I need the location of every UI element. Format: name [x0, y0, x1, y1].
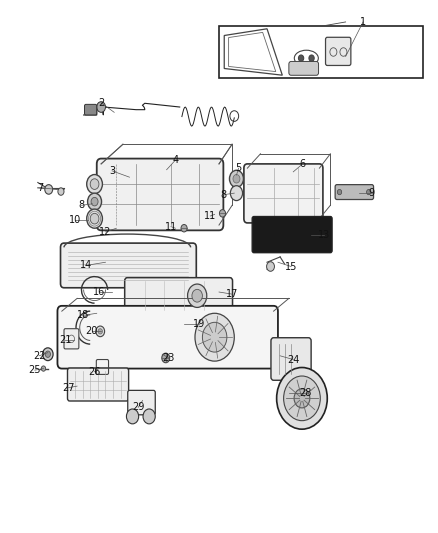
Circle shape	[127, 409, 139, 424]
Circle shape	[230, 185, 243, 200]
Circle shape	[298, 55, 304, 61]
FancyBboxPatch shape	[128, 390, 155, 415]
Text: 29: 29	[132, 402, 145, 413]
Text: 7: 7	[37, 183, 43, 193]
Circle shape	[219, 209, 226, 217]
Circle shape	[143, 409, 155, 424]
Text: 4: 4	[172, 155, 178, 165]
Text: 25: 25	[28, 365, 41, 375]
Text: 19: 19	[193, 319, 205, 329]
Bar	[219, 26, 424, 78]
Text: 8: 8	[78, 200, 85, 211]
Circle shape	[230, 170, 244, 187]
Text: 6: 6	[299, 159, 305, 169]
FancyBboxPatch shape	[252, 216, 332, 253]
FancyBboxPatch shape	[60, 243, 196, 288]
Text: 3: 3	[109, 166, 115, 176]
Circle shape	[367, 189, 371, 195]
FancyBboxPatch shape	[67, 368, 129, 401]
Circle shape	[90, 179, 99, 189]
Text: 2: 2	[98, 98, 104, 108]
FancyBboxPatch shape	[64, 329, 79, 349]
FancyBboxPatch shape	[85, 104, 97, 115]
Circle shape	[87, 209, 102, 228]
Text: 16: 16	[93, 287, 105, 297]
Circle shape	[45, 184, 53, 194]
Text: 11: 11	[165, 222, 177, 232]
Text: 13: 13	[318, 230, 330, 240]
Text: 12: 12	[99, 227, 112, 237]
Circle shape	[88, 193, 102, 210]
Circle shape	[309, 55, 314, 61]
Circle shape	[96, 326, 105, 337]
Text: 28: 28	[299, 388, 311, 398]
FancyBboxPatch shape	[325, 37, 351, 66]
Circle shape	[277, 368, 327, 429]
Text: 10: 10	[69, 215, 81, 225]
Circle shape	[192, 289, 202, 302]
Text: 14: 14	[80, 261, 92, 270]
Circle shape	[41, 366, 46, 371]
Circle shape	[58, 188, 64, 195]
Circle shape	[267, 262, 275, 271]
Text: 23: 23	[162, 353, 175, 363]
Text: 15: 15	[285, 262, 297, 271]
Circle shape	[233, 174, 240, 183]
Text: 20: 20	[85, 326, 98, 336]
Circle shape	[202, 322, 227, 352]
FancyBboxPatch shape	[335, 184, 374, 199]
Text: 18: 18	[77, 310, 89, 320]
Text: 1: 1	[360, 17, 366, 27]
FancyBboxPatch shape	[289, 61, 318, 75]
Circle shape	[337, 189, 342, 195]
FancyBboxPatch shape	[271, 338, 311, 380]
Circle shape	[91, 197, 98, 206]
Text: 24: 24	[287, 354, 300, 365]
Circle shape	[181, 224, 187, 232]
Circle shape	[195, 313, 234, 361]
Circle shape	[284, 376, 320, 421]
FancyBboxPatch shape	[97, 159, 223, 230]
Text: 27: 27	[62, 383, 74, 393]
FancyBboxPatch shape	[244, 164, 323, 223]
Circle shape	[187, 284, 207, 308]
Text: 17: 17	[226, 289, 238, 299]
Circle shape	[294, 389, 310, 408]
Text: 21: 21	[59, 335, 71, 345]
Text: 8: 8	[220, 190, 226, 200]
Circle shape	[42, 348, 53, 361]
Circle shape	[98, 329, 102, 334]
Circle shape	[97, 102, 106, 112]
FancyBboxPatch shape	[125, 278, 233, 313]
Text: 11: 11	[204, 211, 216, 221]
Text: 26: 26	[88, 367, 101, 377]
Circle shape	[162, 353, 170, 363]
Text: 22: 22	[33, 351, 46, 361]
Text: 5: 5	[236, 163, 242, 173]
FancyBboxPatch shape	[57, 306, 278, 368]
Circle shape	[90, 213, 99, 224]
Circle shape	[87, 174, 102, 193]
Circle shape	[45, 351, 50, 358]
Text: 9: 9	[369, 188, 375, 198]
